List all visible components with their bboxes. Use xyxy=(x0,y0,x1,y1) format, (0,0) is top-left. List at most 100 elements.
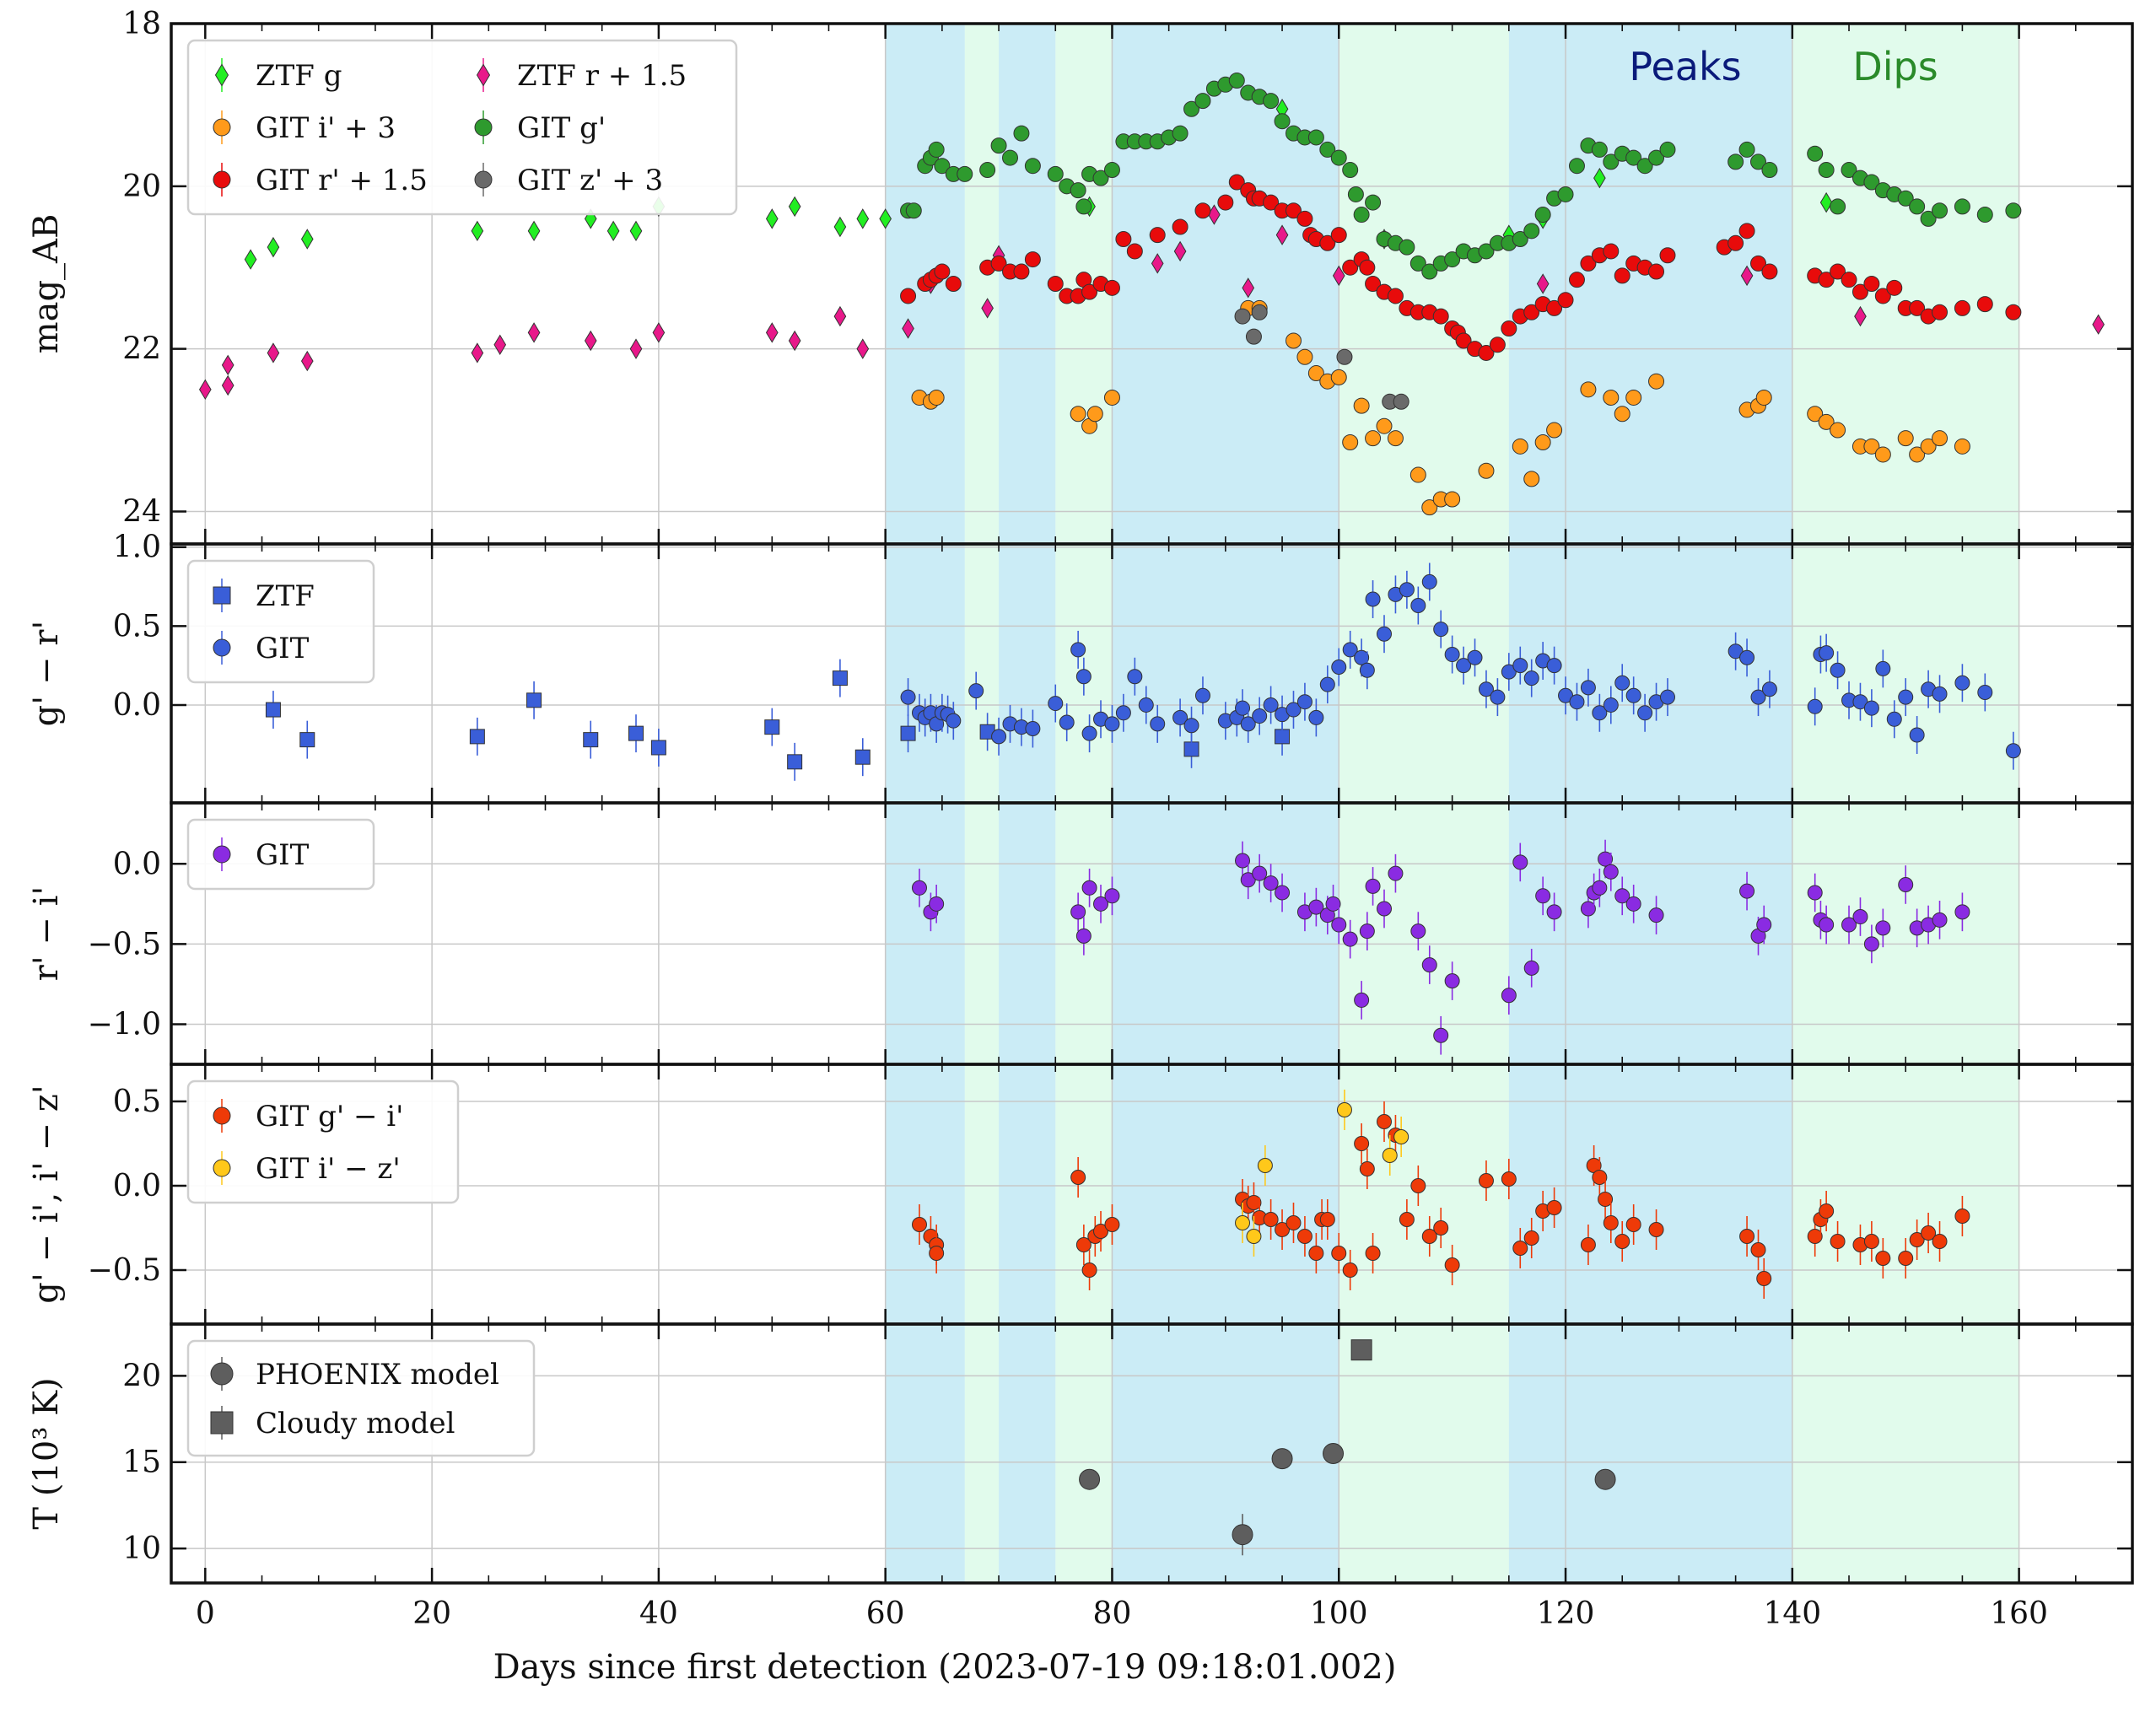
y-tick-label: −0.5 xyxy=(88,1253,161,1288)
y-tick-label: 10 xyxy=(122,1532,161,1566)
data-point xyxy=(1761,162,1778,179)
y-tick-label: 20 xyxy=(122,170,161,204)
data-point xyxy=(1240,872,1256,888)
data-point xyxy=(1336,348,1353,365)
data-point xyxy=(1399,1212,1415,1227)
data-point xyxy=(1319,1212,1335,1227)
data-point xyxy=(929,1246,945,1261)
legends: ZTF g ZTF r + 1.5 GIT i' + 3 GIT g' GIT r' +… xyxy=(186,39,738,1457)
data-point xyxy=(1172,125,1188,142)
data-point xyxy=(1410,1178,1426,1193)
data-point xyxy=(1818,162,1835,179)
data-point xyxy=(787,754,803,770)
series-g-r-1 xyxy=(900,563,2021,770)
data-point xyxy=(900,689,916,705)
data-point xyxy=(1138,697,1154,713)
data-point xyxy=(1740,265,1754,287)
data-point xyxy=(1319,141,1336,158)
data-point xyxy=(1271,1448,1293,1470)
data-point xyxy=(788,196,801,218)
data-point xyxy=(1512,854,1528,870)
data-point xyxy=(1648,149,1665,166)
data-point xyxy=(1330,369,1347,385)
data-point xyxy=(1194,202,1211,219)
data-point xyxy=(1807,885,1823,901)
data-point xyxy=(1296,348,1313,365)
data-point xyxy=(957,165,973,182)
data-point xyxy=(1863,700,1879,716)
data-point xyxy=(1546,658,1562,674)
data-point xyxy=(221,374,234,396)
data-point xyxy=(1252,708,1268,724)
data-point xyxy=(267,342,280,363)
legend-box-r-i xyxy=(186,818,375,891)
data-point xyxy=(1874,288,1891,304)
data-point xyxy=(1830,662,1846,678)
data-point xyxy=(1354,649,1370,665)
data-point xyxy=(1002,149,1019,166)
data-point xyxy=(1512,658,1528,674)
data-point xyxy=(1081,725,1097,741)
data-point xyxy=(267,236,280,258)
data-point xyxy=(1603,697,1619,713)
legend-label: GIT i' − z' xyxy=(256,1152,401,1186)
data-point xyxy=(1603,389,1620,406)
data-point xyxy=(1875,1251,1891,1266)
data-point xyxy=(1594,1468,1616,1490)
data-point xyxy=(1659,689,1675,705)
data-point xyxy=(1467,649,1483,665)
y-tick-label: 1.0 xyxy=(113,530,161,565)
data-point xyxy=(1433,622,1449,638)
data-point xyxy=(244,249,257,270)
data-point xyxy=(1342,259,1359,276)
data-point xyxy=(1739,1229,1755,1244)
data-point xyxy=(1569,694,1585,710)
y-tick-label: −0.5 xyxy=(88,927,161,961)
legend-marker xyxy=(213,638,231,657)
x-tick-label: 0 xyxy=(196,1596,215,1631)
data-point xyxy=(1092,170,1109,186)
data-point xyxy=(1977,684,1993,700)
data-point xyxy=(1738,141,1755,158)
data-point xyxy=(1614,675,1630,691)
data-point xyxy=(1625,1217,1641,1232)
data-point xyxy=(629,220,643,242)
series-mag-2 xyxy=(911,299,1970,516)
y-tick-label: 24 xyxy=(122,494,161,529)
data-point xyxy=(1421,573,1437,590)
data-point xyxy=(1342,642,1358,658)
data-point xyxy=(1512,438,1528,455)
series-mag-3 xyxy=(900,72,2022,280)
legend-label: GIT g' xyxy=(517,111,606,145)
data-point xyxy=(1852,909,1868,925)
legend-label: ZTF xyxy=(256,579,315,613)
data-point xyxy=(1332,265,1345,287)
data-point xyxy=(856,338,870,359)
data-point xyxy=(833,216,847,238)
y-tick-label: 0.5 xyxy=(113,1085,161,1119)
data-point xyxy=(1387,288,1404,304)
x-tick-label: 60 xyxy=(866,1596,905,1631)
legend-marker xyxy=(213,1106,231,1125)
data-point xyxy=(1242,277,1255,299)
legend-label: ZTF g xyxy=(256,59,342,93)
data-point xyxy=(1580,1237,1596,1252)
data-point xyxy=(981,298,994,319)
data-point xyxy=(527,322,541,343)
data-point xyxy=(1059,714,1075,730)
x-tick-label: 40 xyxy=(639,1596,678,1631)
data-point xyxy=(1353,207,1370,223)
data-point xyxy=(1104,888,1120,904)
data-point xyxy=(1807,698,1823,714)
data-point xyxy=(2005,202,2022,219)
legend-marker xyxy=(214,63,229,87)
data-point xyxy=(1323,1443,1345,1464)
data-point xyxy=(1274,113,1291,130)
data-point xyxy=(628,725,644,741)
data-point xyxy=(1603,1215,1619,1230)
data-point xyxy=(1830,263,1846,280)
data-point xyxy=(1075,669,1091,685)
data-point xyxy=(1359,662,1375,678)
data-point xyxy=(1104,716,1120,732)
data-point xyxy=(1534,433,1551,450)
